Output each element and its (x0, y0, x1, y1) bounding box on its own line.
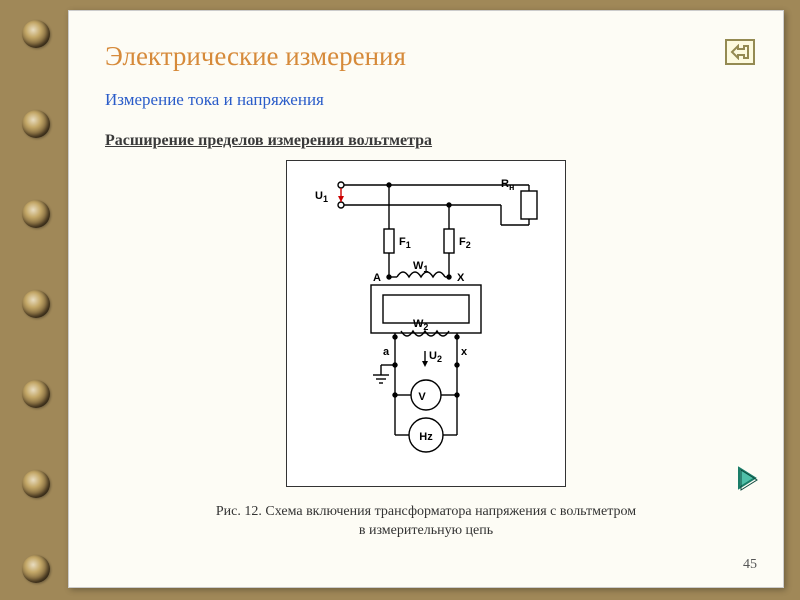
back-button[interactable] (725, 39, 755, 65)
binder-holes (10, 0, 60, 600)
slide: Электрические измерения Измерение тока и… (68, 10, 784, 588)
binder-hole (22, 20, 50, 48)
caption-line-1: Рис. 12. Схема включения трансформатора … (216, 504, 636, 519)
label-U1: U1 (315, 190, 328, 204)
circuit-diagram: U1 Rн F1 F2 A X W1 W2 a x U2 V Hz (286, 160, 566, 487)
binder-hole (22, 470, 50, 498)
label-V: V (418, 391, 426, 403)
label-F1: F1 (399, 236, 411, 250)
label-A: A (373, 272, 381, 284)
label-X: X (457, 272, 465, 284)
binder-hole (22, 200, 50, 228)
binder-hole (22, 110, 50, 138)
page-number: 45 (743, 557, 757, 573)
binder-hole (22, 380, 50, 408)
subtitle: Измерение тока и напряжения (105, 90, 747, 110)
label-x: x (461, 346, 468, 358)
next-button[interactable] (733, 464, 761, 497)
label-F2: F2 (459, 236, 471, 250)
label-a: a (383, 346, 390, 358)
page-title: Электрические измерения (105, 41, 747, 72)
caption-line-2: в измерительную цепь (359, 523, 493, 538)
binder-hole (22, 555, 50, 583)
label-U2: U2 (429, 350, 442, 364)
label-Hz: Hz (419, 431, 433, 443)
label-W1: W1 (413, 260, 428, 274)
label-RH: Rн (501, 178, 514, 192)
figure-caption: Рис. 12. Схема включения трансформатора … (105, 503, 747, 541)
section-heading: Расширение пределов измерения вольтметра (105, 132, 747, 150)
figure: U1 Rн F1 F2 A X W1 W2 a x U2 V Hz Рис. 1… (105, 160, 747, 541)
binder-hole (22, 290, 50, 318)
